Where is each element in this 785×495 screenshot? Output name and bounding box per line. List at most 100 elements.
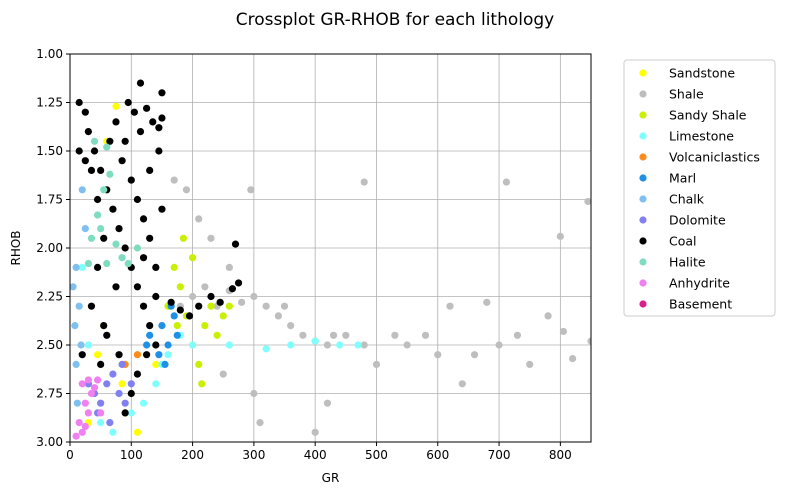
data-point — [81, 422, 89, 431]
data-point — [323, 399, 332, 407]
data-point — [247, 186, 255, 194]
data-point — [201, 283, 209, 291]
data-point — [173, 331, 181, 339]
data-point — [106, 419, 114, 427]
data-point — [72, 360, 80, 368]
data-point — [81, 225, 89, 233]
data-point — [84, 376, 92, 384]
data-point — [97, 419, 105, 427]
data-point — [87, 166, 96, 174]
data-point — [93, 376, 102, 384]
data-point — [121, 137, 129, 145]
data-point — [311, 337, 319, 345]
data-point — [118, 254, 126, 262]
legend-entry: Sandy Shale — [669, 108, 747, 123]
data-point — [87, 234, 96, 242]
data-point — [127, 409, 135, 417]
data-point — [250, 389, 258, 398]
data-point — [103, 380, 111, 388]
data-point — [207, 302, 215, 310]
data-point — [146, 322, 154, 330]
data-point — [127, 389, 135, 398]
data-point — [336, 341, 344, 349]
data-point — [225, 263, 233, 271]
data-point — [121, 244, 129, 252]
data-point — [75, 302, 83, 310]
data-point — [84, 128, 92, 136]
data-point — [133, 428, 142, 436]
data-point — [121, 409, 129, 417]
data-point — [73, 399, 81, 407]
legend-entry: Dolomite — [669, 213, 726, 228]
data-point — [146, 331, 154, 339]
data-point — [207, 292, 215, 301]
data-point — [262, 302, 270, 310]
data-point — [170, 176, 178, 184]
data-point — [372, 360, 381, 368]
data-point — [133, 370, 142, 378]
data-point — [161, 360, 169, 368]
data-point — [133, 283, 142, 291]
data-point — [152, 292, 160, 301]
data-point — [78, 351, 86, 359]
legend-entry: Anhydrite — [669, 276, 730, 291]
data-point — [77, 341, 85, 349]
legend-entry: Volcaniclastics — [669, 150, 760, 165]
data-point — [195, 302, 203, 310]
legend-entry: Limestone — [669, 129, 734, 144]
data-point — [112, 283, 120, 291]
data-point — [188, 341, 197, 349]
data-point — [139, 399, 148, 407]
data-point — [329, 331, 338, 339]
data-point — [109, 370, 117, 378]
data-point — [231, 240, 240, 248]
data-point — [158, 89, 166, 97]
data-point — [133, 244, 142, 252]
data-point — [299, 331, 307, 339]
data-point — [84, 341, 92, 349]
legend-marker — [639, 111, 647, 119]
legend-marker — [639, 300, 647, 308]
data-point — [152, 380, 160, 388]
data-point — [84, 409, 92, 417]
data-point — [90, 147, 99, 155]
data-point — [72, 263, 80, 271]
legend-entry: Marl — [669, 171, 696, 186]
x-tick-label: 0 — [66, 448, 74, 462]
data-point — [84, 259, 92, 268]
data-point — [97, 399, 105, 407]
data-point — [250, 292, 258, 301]
data-point — [112, 102, 120, 110]
data-point — [106, 137, 114, 145]
data-point — [198, 380, 206, 388]
chart-title: Crossplot GR-RHOB for each lithology — [236, 10, 555, 30]
data-point — [133, 351, 142, 359]
data-point — [100, 234, 108, 242]
data-point — [213, 331, 221, 339]
y-axis-ticks: 1.00 1.25 1.50 1.75 2.00 2.25 2.50 2.75 3.00 — [36, 47, 70, 449]
data-point — [225, 341, 233, 349]
data-point — [201, 322, 209, 330]
data-point — [97, 225, 105, 233]
data-point — [176, 283, 184, 291]
legend-marker — [639, 153, 647, 161]
data-point — [164, 351, 172, 359]
data-point — [152, 341, 160, 349]
legend-marker — [639, 69, 647, 77]
data-point — [219, 312, 227, 320]
legend-box — [623, 59, 776, 317]
legend-entry: Chalk — [669, 192, 705, 207]
data-point — [207, 234, 215, 242]
data-point — [225, 302, 233, 310]
data-point — [103, 143, 111, 151]
data-point — [188, 292, 197, 301]
legend: Sandstone Shale Sandy Shale Limestone Volcan… — [623, 59, 776, 317]
x-tick-label: 500 — [365, 448, 388, 462]
data-point — [342, 331, 350, 339]
data-point — [216, 298, 224, 306]
data-point — [323, 341, 332, 349]
data-point — [78, 186, 86, 194]
data-point — [93, 351, 102, 359]
data-point — [179, 234, 187, 242]
data-point — [139, 254, 148, 262]
